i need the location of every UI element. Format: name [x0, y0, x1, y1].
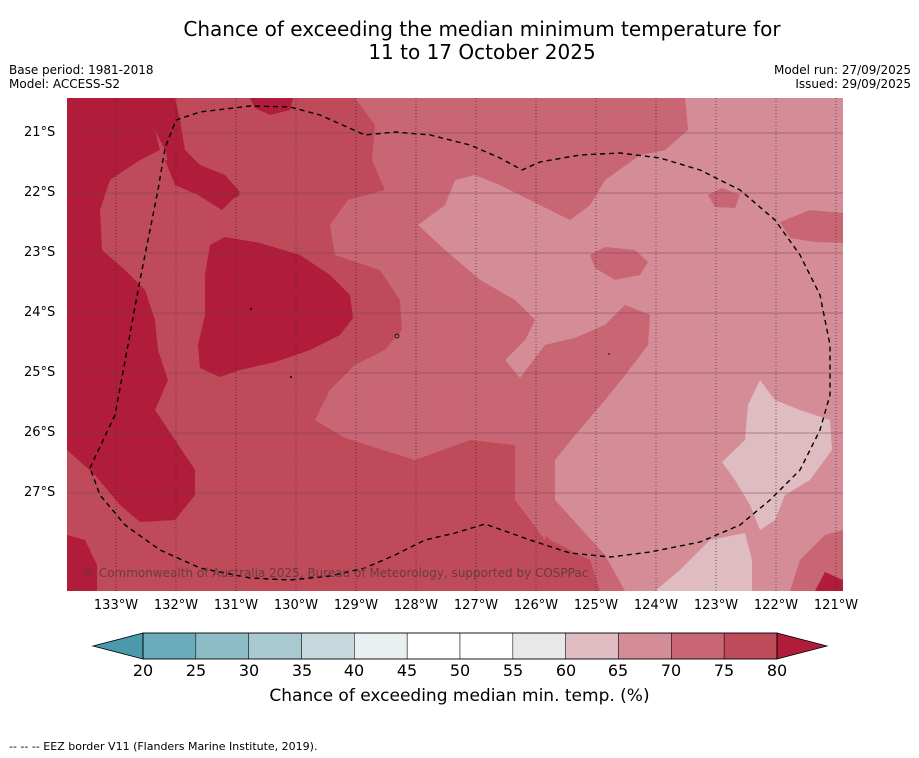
lon-label-123: 123°W	[693, 598, 739, 613]
colorbar-cell	[195, 632, 249, 660]
colorbar-cells	[142, 632, 778, 660]
colorbar-frame	[142, 632, 778, 660]
colorbar-label-20: 20	[132, 661, 154, 680]
region-70-75-patch-c	[780, 210, 843, 243]
model-name: Model: ACCESS-S2	[9, 77, 121, 91]
colorbar-cell	[142, 632, 197, 660]
colorbar	[91, 632, 829, 660]
colorbar-label-70: 70	[660, 661, 682, 680]
colorbar-cell	[248, 632, 302, 660]
lon-label-121: 121°W	[813, 598, 859, 613]
lon-label-122: 122°W	[753, 598, 799, 613]
lat-label-26: 26°S	[24, 425, 56, 440]
colorbar-title: Chance of exceeding median min. temp. (%…	[269, 686, 650, 706]
region-80-north-blob	[250, 98, 293, 115]
lat-label-25: 25°S	[24, 365, 56, 380]
map-title: Chance of exceeding the median minimum t…	[0, 18, 919, 64]
lat-label-22: 22°S	[24, 185, 56, 200]
copyright-watermark: © Commonwealth of Australia 2025, Bureau…	[83, 566, 589, 580]
colorbar-cell	[723, 632, 778, 660]
region-80-center	[198, 237, 353, 377]
lon-label-133: 133°W	[93, 598, 139, 613]
colorbar-label-40: 40	[343, 661, 365, 680]
region-65-70-small	[670, 518, 690, 530]
colorbar-label-75: 75	[713, 661, 735, 680]
colorbar-label-55: 55	[502, 661, 524, 680]
lon-label-127: 127°W	[453, 598, 499, 613]
region-80-northbar	[165, 160, 240, 210]
meta-right: Model run: 27/09/2025 Issued: 29/09/2025	[774, 63, 911, 91]
colorbar-cell	[459, 632, 514, 660]
colorbar-label-60: 60	[555, 661, 577, 680]
region-70-75-small	[517, 114, 527, 124]
lon-label-130: 130°W	[273, 598, 319, 613]
region-60-65-south	[655, 533, 752, 591]
island-dot-4	[608, 353, 610, 355]
colorbar-cell	[671, 632, 725, 660]
island-dot-3	[394, 333, 400, 339]
contour-layer	[67, 98, 843, 591]
colorbar-high-extend	[776, 632, 829, 660]
base-period: Base period: 1981-2018	[9, 63, 154, 77]
colorbar-label-50: 50	[449, 661, 471, 680]
colorbar-label-35: 35	[291, 661, 313, 680]
region-70-75-east-ring	[315, 98, 650, 540]
title-line-2: 11 to 17 October 2025	[368, 40, 596, 64]
lon-label-125: 125°W	[573, 598, 619, 613]
eez-footnote: -- -- -- EEZ border V11 (Flanders Marine…	[9, 740, 318, 753]
region-70-75-patch-a	[590, 247, 648, 280]
island-dot-2	[290, 376, 292, 378]
model-run: Model run: 27/09/2025	[773, 63, 911, 77]
region-80-southeast	[815, 572, 843, 591]
region-80-southwest	[67, 535, 97, 591]
title-line-1: Chance of exceeding the median minimum t…	[183, 17, 781, 41]
lat-label-24: 24°S	[24, 305, 56, 320]
lon-label-124: 124°W	[633, 598, 679, 613]
colorbar-low-extend	[91, 632, 144, 660]
colorbar-cell	[512, 632, 566, 660]
colorbar-label-30: 30	[238, 661, 260, 680]
lon-label-132: 132°W	[153, 598, 199, 613]
region-70-75-upper-east	[500, 98, 688, 220]
meridians	[115, 98, 837, 591]
meta-left: Base period: 1981-2018 Model: ACCESS-S2	[9, 63, 154, 91]
region-75-80-north	[67, 98, 600, 591]
eez-border	[89, 105, 831, 581]
region-60-65-southeast	[722, 380, 832, 530]
lat-label-21: 21°S	[24, 125, 56, 140]
lon-label-126: 126°W	[513, 598, 559, 613]
gridlines	[67, 132, 843, 494]
colorbar-cell	[354, 632, 408, 660]
colorbar-label-45: 45	[396, 661, 418, 680]
region-60-65-center	[418, 175, 570, 280]
colorbar-label-65: 65	[607, 661, 629, 680]
region-80-west-band	[67, 98, 195, 522]
colorbar-label-80: 80	[766, 661, 788, 680]
colorbar-cell	[301, 632, 355, 660]
lat-label-27: 27°S	[24, 485, 56, 500]
issued-date: Issued: 29/09/2025	[795, 77, 911, 91]
island-dot-1	[250, 308, 252, 310]
colorbar-label-25: 25	[185, 661, 207, 680]
lon-label-128: 128°W	[393, 598, 439, 613]
colorbar-cell	[565, 632, 619, 660]
colorbar-cell	[406, 632, 461, 660]
lat-label-23: 23°S	[24, 245, 56, 260]
colorbar-cell	[618, 632, 672, 660]
lon-label-129: 129°W	[333, 598, 379, 613]
lon-label-131: 131°W	[213, 598, 259, 613]
